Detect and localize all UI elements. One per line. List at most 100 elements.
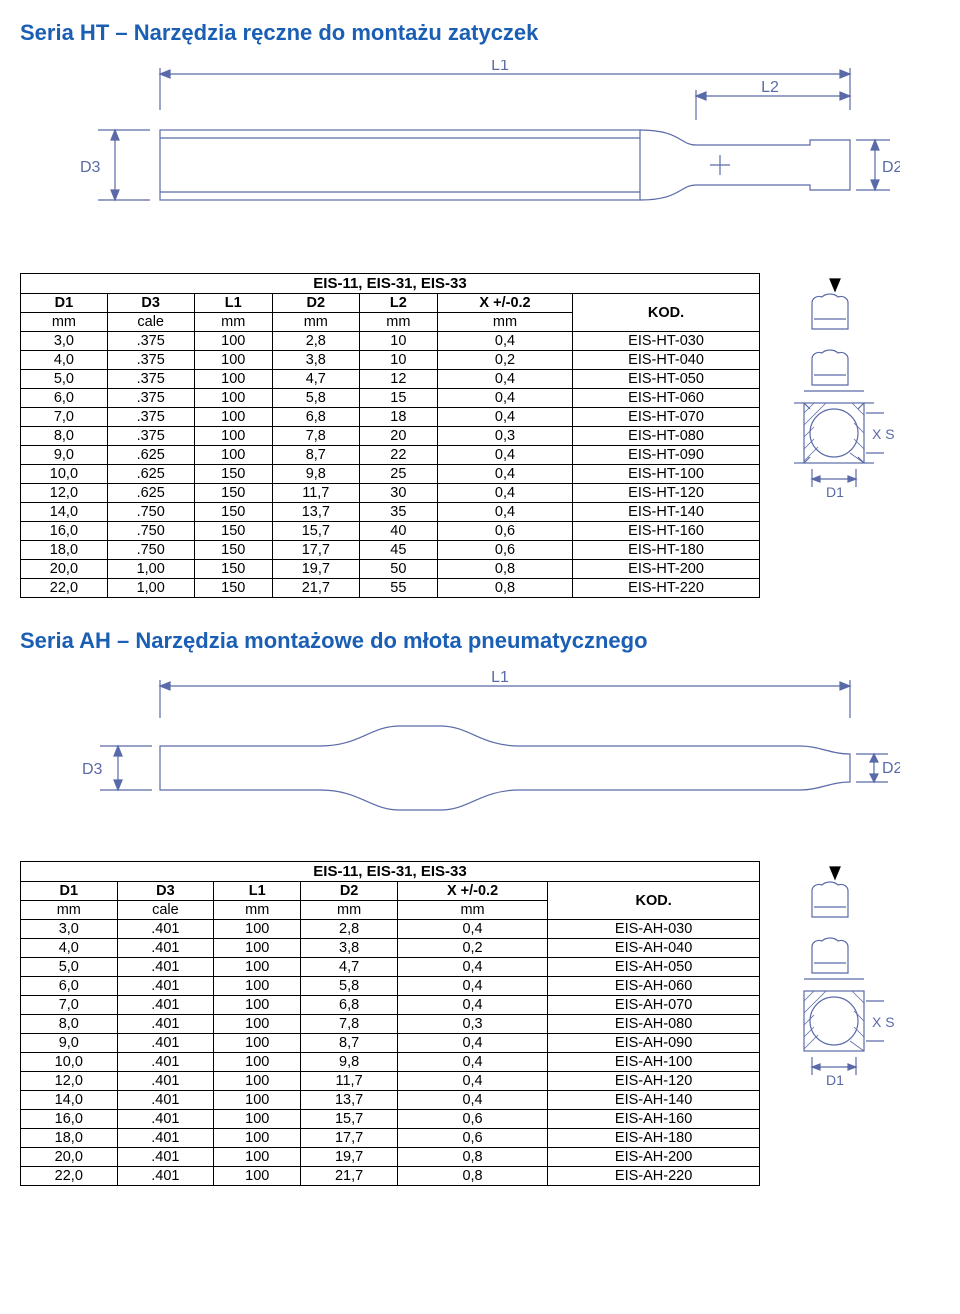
table-cell: 0,4 (437, 389, 572, 408)
table-cell: 20,0 (21, 560, 108, 579)
section-ah-title: Seria AH – Narzędzia montażowe do młota … (20, 628, 940, 654)
col-header: KOD. (548, 882, 760, 920)
table-cell: 0,2 (437, 351, 572, 370)
table-cell: EIS-AH-180 (548, 1129, 760, 1148)
table-cell: 7,0 (21, 408, 108, 427)
table-cell: 0,8 (397, 1167, 547, 1186)
table-cell: 0,3 (437, 427, 572, 446)
table-cell: 15,7 (272, 522, 359, 541)
table-row: 16,0.75015015,7400,6EIS-HT-160 (21, 522, 760, 541)
table-row: 8,0.4011007,80,3EIS-AH-080 (21, 1015, 760, 1034)
table-cell: 9,8 (301, 1053, 398, 1072)
table-cell: 100 (214, 958, 301, 977)
table-cell: 0,2 (397, 939, 547, 958)
table-cell: 0,6 (437, 541, 572, 560)
table-cell: 55 (359, 579, 437, 598)
table-cell: 22,0 (21, 1167, 118, 1186)
table-cell: .401 (117, 1034, 214, 1053)
table-cell: 4,7 (272, 370, 359, 389)
section-ht-title: Seria HT – Narzędzia ręczne do montażu z… (20, 20, 940, 46)
table-cell: 10,0 (21, 1053, 118, 1072)
svg-text:D3: D3 (82, 761, 103, 778)
table-cell: 150 (194, 522, 272, 541)
table-cell: EIS-AH-200 (548, 1148, 760, 1167)
table-cell: 6,0 (21, 977, 118, 996)
col-subheader: mm (437, 313, 572, 332)
table-cell: 100 (214, 1110, 301, 1129)
table-cell: .401 (117, 958, 214, 977)
table-cell: 100 (194, 351, 272, 370)
table-cell: .401 (117, 1110, 214, 1129)
col-header: L1 (194, 294, 272, 313)
table-cell: 50 (359, 560, 437, 579)
table-row: 7,0.3751006,8180,4EIS-HT-070 (21, 408, 760, 427)
table-row: 22,01,0015021,7550,8EIS-HT-220 (21, 579, 760, 598)
table-cell: 5,8 (272, 389, 359, 408)
table-cell: 7,8 (272, 427, 359, 446)
table-cell: EIS-AH-070 (548, 996, 760, 1015)
table-cell: 0,4 (397, 1091, 547, 1110)
table-caption: EIS-11, EIS-31, EIS-33 (21, 274, 760, 294)
table-cell: 6,8 (272, 408, 359, 427)
table-cell: EIS-AH-140 (548, 1091, 760, 1110)
col-header: D3 (117, 882, 214, 901)
table-cell: .375 (107, 332, 194, 351)
table-cell: 3,8 (301, 939, 398, 958)
table-cell: EIS-HT-070 (573, 408, 760, 427)
table-cell: 3,8 (272, 351, 359, 370)
table-row: 16,0.40110015,70,6EIS-AH-160 (21, 1110, 760, 1129)
table-cell: 0,4 (397, 996, 547, 1015)
table-cell: EIS-AH-120 (548, 1072, 760, 1091)
table-cell: 3,0 (21, 920, 118, 939)
table-row: 12,0.40110011,70,4EIS-AH-120 (21, 1072, 760, 1091)
table-cell: .625 (107, 484, 194, 503)
table-cell: 7,0 (21, 996, 118, 1015)
table-cell: 0,4 (397, 920, 547, 939)
table-cell: 150 (194, 541, 272, 560)
table-cell: 20,0 (21, 1148, 118, 1167)
table-cell: 0,4 (437, 332, 572, 351)
table-cell: .375 (107, 370, 194, 389)
table-cell: 6,8 (301, 996, 398, 1015)
table-row: 5,0.3751004,7120,4EIS-HT-050 (21, 370, 760, 389)
col-subheader: mm (301, 901, 398, 920)
table-cell: 18 (359, 408, 437, 427)
table-cell: 3,0 (21, 332, 108, 351)
svg-text:L2: L2 (761, 79, 779, 96)
table-row: 4,0.4011003,80,2EIS-AH-040 (21, 939, 760, 958)
table-cell: 45 (359, 541, 437, 560)
table-cell: 4,7 (301, 958, 398, 977)
table-row: 9,0.4011008,70,4EIS-AH-090 (21, 1034, 760, 1053)
table-cell: 5,0 (21, 958, 118, 977)
table-cell: 100 (194, 408, 272, 427)
table-cell: .401 (117, 1167, 214, 1186)
col-subheader: mm (397, 901, 547, 920)
table-cell: 100 (214, 977, 301, 996)
table-cell: 9,0 (21, 446, 108, 465)
table-cell: 1,00 (107, 560, 194, 579)
table-cell: 7,8 (301, 1015, 398, 1034)
table-cell: 30 (359, 484, 437, 503)
table-cell: EIS-HT-060 (573, 389, 760, 408)
table-cell: 13,7 (272, 503, 359, 522)
table-cell: .375 (107, 351, 194, 370)
table-row: 20,0.40110019,70,8EIS-AH-200 (21, 1148, 760, 1167)
table-cell: 0,4 (437, 484, 572, 503)
table-row: 14,0.40110013,70,4EIS-AH-140 (21, 1091, 760, 1110)
table-cell: 8,7 (301, 1034, 398, 1053)
table-cell: 9,0 (21, 1034, 118, 1053)
diagram-ht: L1 L2 D3 D2 (20, 60, 900, 250)
table-cell: 0,4 (397, 1034, 547, 1053)
table-cell: EIS-HT-050 (573, 370, 760, 389)
table-cell: 2,8 (272, 332, 359, 351)
table-cell: 11,7 (301, 1072, 398, 1091)
table-row: 14,0.75015013,7350,4EIS-HT-140 (21, 503, 760, 522)
table-cell: EIS-HT-140 (573, 503, 760, 522)
table-row: 10,0.4011009,80,4EIS-AH-100 (21, 1053, 760, 1072)
table-cell: .750 (107, 522, 194, 541)
table-cell: 100 (214, 1129, 301, 1148)
table-cell: 100 (194, 370, 272, 389)
col-header: KOD. (573, 294, 760, 332)
table-cell: 2,8 (301, 920, 398, 939)
table-cell: 14,0 (21, 1091, 118, 1110)
